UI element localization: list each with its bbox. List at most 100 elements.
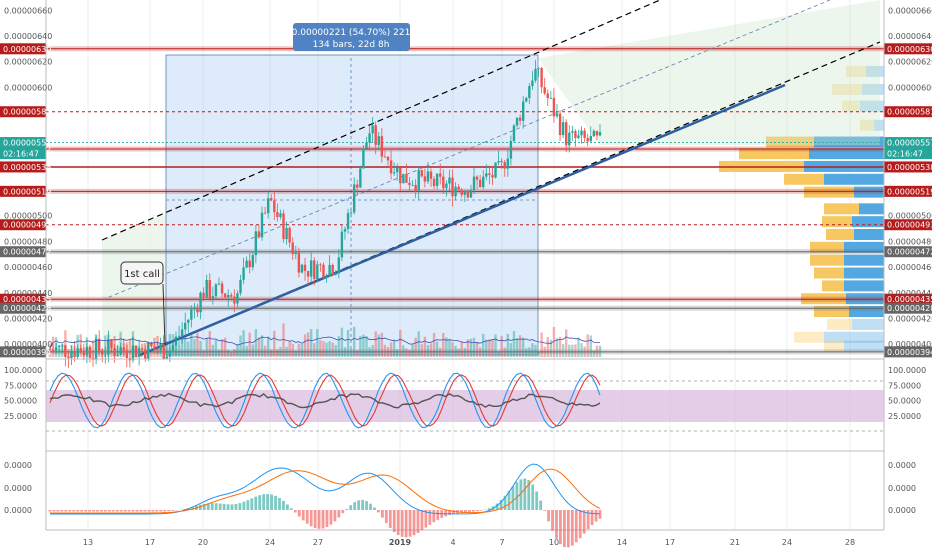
candle-body [550,98,552,99]
time-axis-label: 2019 [389,538,412,547]
candle-body [252,255,254,267]
candle-body [580,131,582,136]
candle-body [258,231,260,237]
volume-bar [485,340,487,357]
macd-hist-bar [88,510,91,512]
macd-hist-bar [476,510,479,511]
candle-body [344,229,346,232]
macd-hist-bar [512,486,515,510]
macd-hist-bar [341,510,344,513]
candle-body [325,276,327,277]
level-tag-text: 0.00000538 [887,163,932,172]
macd-hist-bar [136,510,139,512]
level-tag-text: 0.00000428 [3,304,51,313]
price-axis-label: 0.00000480 [888,237,932,246]
macd-hist-bar [92,510,95,512]
candle-body [543,87,545,93]
candle-body [227,295,229,297]
candle-body [273,200,275,212]
candle-body [528,86,530,98]
candle-body [209,280,211,298]
candle-body [500,161,502,162]
macd-hist-bar [84,510,87,512]
time-axis-label: 28 [845,538,855,547]
macd-hist-bar [357,500,360,510]
candle-body [270,198,272,200]
macd-axis-label: 0.0000 [888,506,916,515]
macd-hist-bar [116,510,119,512]
macd-hist-bar [330,510,333,525]
candle-body [368,133,370,142]
candle-body [476,177,478,180]
macd-hist-bar [266,494,269,510]
candle-body [362,148,364,168]
candle-body [451,178,453,197]
candle-body [405,174,407,183]
price-axis-label: 0.00000440 [4,289,52,298]
price-axis-label: 0.00000420 [888,314,932,323]
macd-hist-bar [219,504,222,510]
candle-body [482,177,484,188]
macd-hist-bar [326,510,329,527]
level-tag-text: 0.00000581 [3,108,51,117]
volume-bar [319,340,321,357]
last-price-text: 0.00000557 [3,139,51,148]
time-axis-label: 17 [665,538,675,547]
candle-body [390,160,392,173]
candle-body [172,345,174,350]
candle-body [255,231,257,255]
candle-body [473,177,475,190]
candle-body [488,173,490,175]
macd-hist-bar [543,510,546,511]
macd-hist-bar [278,498,281,510]
macd-axis-label: 0.0000 [4,461,32,470]
candle-body [396,167,398,172]
range-measure-label[interactable]: 0.00000221 (54.70%) 221 134 bars, 22d 8h [292,23,411,51]
profile-bar-down [844,268,884,279]
macd-hist-bar [76,510,79,512]
candle-body [190,309,192,319]
candle-body [454,187,456,196]
price-axis-label: 0.00000460 [4,263,52,272]
macd-hist-bar [535,491,538,510]
macd-hist-bar [258,495,261,510]
level-tag-text: 0.00000630 [3,45,51,54]
level-tag-text: 0.00000493 [887,221,932,230]
candle-body [196,307,198,312]
profile-bar-down [844,280,884,291]
candle-body [73,351,75,357]
macd-hist-bar [262,494,265,510]
rsi-axis-label: 100.0000 [4,366,42,375]
level-tag-text: 0.00000493 [3,221,51,230]
candle-body [448,178,450,184]
macd-hist-bar [254,497,257,510]
candle-body [547,93,549,98]
macd-hist-bar [294,510,297,512]
macd-hist-bar [231,504,234,510]
macd-hist-bar [405,510,408,537]
macd-hist-bar [353,502,356,510]
macd-hist-bar [314,510,317,528]
candle-body [485,173,487,176]
level-tag-text: 0.00000394 [887,348,932,357]
candle-body [353,184,355,212]
candle-body [184,323,186,330]
macd-hist-bar [290,508,293,510]
level-tag-text: 0.00000630 [887,45,932,54]
candle-body [387,157,389,160]
candle-body [461,190,463,195]
rsi-axis-label: 25.0000 [888,412,921,421]
macd-hist-bar [282,501,285,510]
candle-body [310,260,312,276]
macd-axis-label: 0.0000 [888,461,916,470]
candle-body [138,348,140,357]
macd-hist-bar [389,510,392,528]
profile-bar-up [794,332,824,343]
macd-hist-bar [567,510,570,547]
macd-hist-bar [547,510,550,521]
price-axis-label: 0.00000500 [4,212,52,221]
profile-bar-up [826,229,854,240]
macd-hist-bar [444,510,447,516]
level-tag-text: 0.00000428 [887,304,932,313]
